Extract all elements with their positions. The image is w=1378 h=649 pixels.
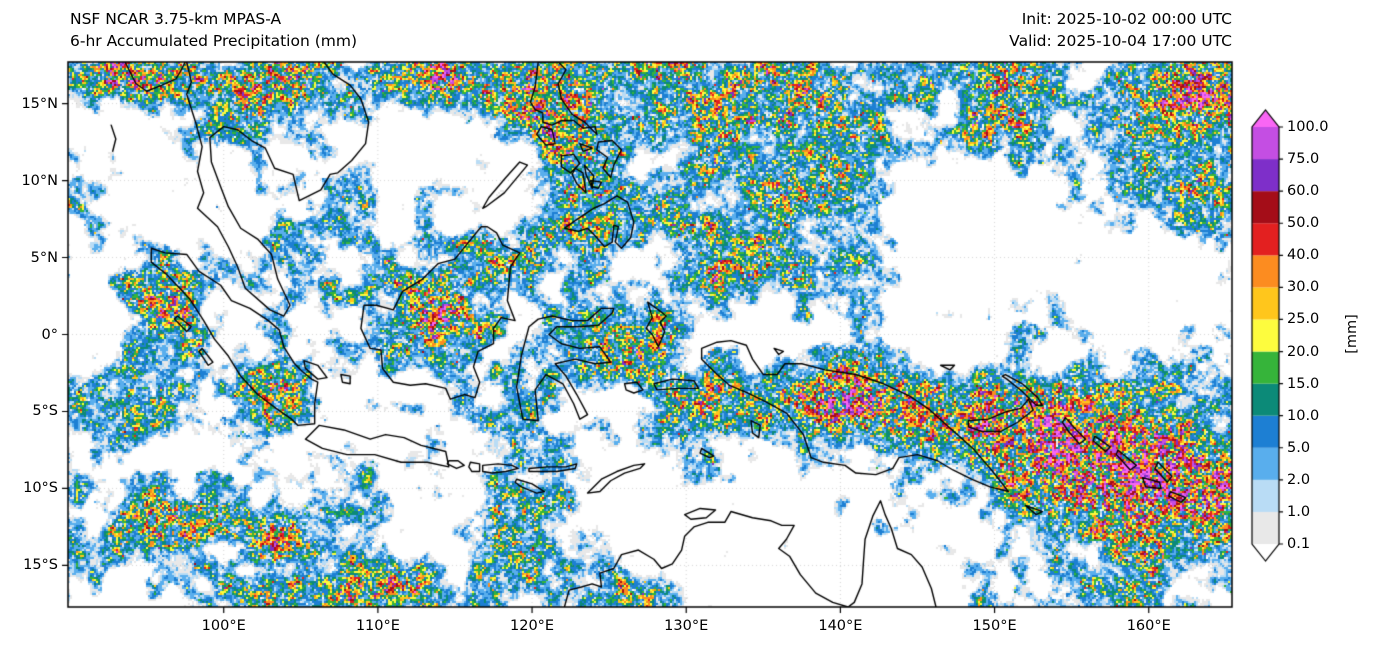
colorbar-tick-label: 10.0 <box>1287 407 1320 424</box>
valid-time-label: Valid: 2025-10-04 17:00 UTC <box>1009 32 1232 50</box>
y-tick-label: 15°S <box>23 557 58 574</box>
colorbar-tick-label: 2.0 <box>1287 471 1311 488</box>
colorbar-tick-label: 25.0 <box>1287 311 1320 328</box>
colorbar-tick-label: 50.0 <box>1287 215 1320 232</box>
colorbar-tick-label: 5.0 <box>1287 439 1311 456</box>
field-title: 6-hr Accumulated Precipitation (mm) <box>70 32 357 50</box>
y-tick-label: 15°N <box>21 95 58 112</box>
colorbar-tick-label: 20.0 <box>1287 343 1320 360</box>
x-tick-label: 140°E <box>818 618 863 634</box>
x-tick-label: 130°E <box>664 618 709 634</box>
colorbar-tick-label: 75.0 <box>1287 151 1320 168</box>
y-tick-label: 5°N <box>30 249 58 266</box>
title-block: NSF NCAR 3.75-km MPAS-A 6-hr Accumulated… <box>70 8 357 52</box>
y-tick-label: 5°S <box>32 403 58 420</box>
time-block: Init: 2025-10-02 00:00 UTC Valid: 2025-1… <box>1009 8 1232 52</box>
x-tick-label: 120°E <box>510 618 555 634</box>
y-tick-label: 10°N <box>21 172 58 189</box>
x-tick-label: 150°E <box>972 618 1017 634</box>
y-tick-label: 10°S <box>23 480 58 497</box>
colorbar-units-label: [mm] <box>1344 314 1360 354</box>
colorbar-tick-label: 40.0 <box>1287 247 1320 264</box>
y-tick-label: 0° <box>41 326 58 343</box>
x-tick-label: 100°E <box>201 618 246 634</box>
colorbar-tick-label: 100.0 <box>1287 119 1329 135</box>
colorbar-tick-label: 0.1 <box>1287 536 1311 552</box>
init-time-label: Init: 2025-10-02 00:00 UTC <box>1021 10 1232 28</box>
colorbar-tick-label: 1.0 <box>1287 503 1311 520</box>
x-tick-label: 110°E <box>355 618 400 634</box>
x-tick-label: 160°E <box>1126 618 1171 634</box>
colorbar-tick-label: 15.0 <box>1287 375 1320 392</box>
model-title: NSF NCAR 3.75-km MPAS-A <box>70 10 282 28</box>
colorbar-tick-label: 60.0 <box>1287 183 1320 200</box>
colorbar-tick-label: 30.0 <box>1287 279 1320 296</box>
